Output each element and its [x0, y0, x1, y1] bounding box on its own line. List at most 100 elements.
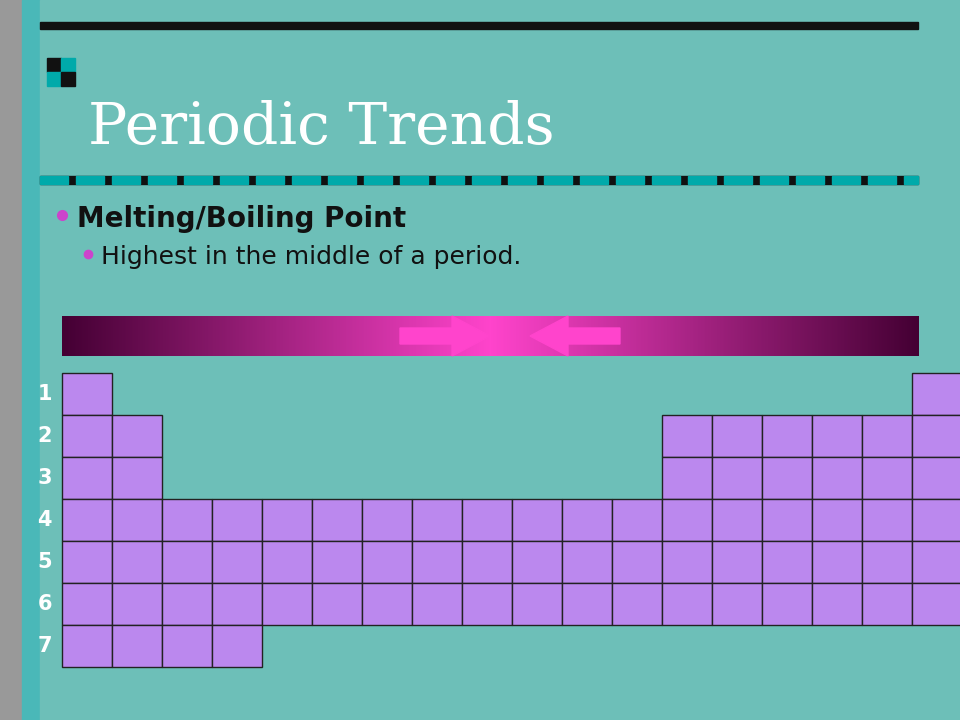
Bar	[95, 316, 97, 356]
Bar	[62, 457, 112, 499]
Bar	[562, 499, 612, 541]
Bar	[460, 316, 462, 356]
Bar	[368, 316, 370, 356]
Bar	[365, 316, 367, 356]
Bar	[298, 316, 300, 356]
Bar	[112, 176, 140, 184]
Bar	[730, 316, 732, 356]
Bar	[98, 316, 100, 356]
Bar	[202, 316, 204, 356]
Text: 1: 1	[37, 384, 52, 404]
Bar	[395, 316, 396, 356]
Bar	[700, 316, 702, 356]
Bar	[343, 316, 345, 356]
Bar	[853, 316, 855, 356]
Bar	[761, 316, 763, 356]
Bar	[701, 316, 703, 356]
Bar	[386, 316, 388, 356]
Bar	[812, 583, 862, 625]
Bar	[588, 316, 590, 356]
Bar	[912, 373, 960, 415]
Bar	[292, 176, 320, 184]
Bar	[472, 176, 500, 184]
Bar	[638, 316, 640, 356]
Bar	[762, 583, 812, 625]
Bar	[718, 316, 720, 356]
Bar	[809, 316, 811, 356]
Bar	[612, 499, 662, 541]
Bar	[134, 316, 136, 356]
Bar	[712, 316, 714, 356]
Bar	[492, 316, 494, 356]
Bar	[840, 316, 842, 356]
Bar	[366, 316, 368, 356]
Bar	[215, 316, 217, 356]
Bar	[303, 316, 305, 356]
Bar	[897, 316, 899, 356]
Bar	[252, 316, 253, 356]
Polygon shape	[530, 316, 620, 356]
Bar	[312, 316, 314, 356]
Bar	[363, 316, 365, 356]
Bar	[660, 316, 661, 356]
Bar	[517, 316, 519, 356]
Bar	[109, 316, 111, 356]
Bar	[396, 316, 397, 356]
Bar	[219, 316, 221, 356]
Bar	[175, 316, 177, 356]
Bar	[307, 316, 309, 356]
Bar	[162, 583, 212, 625]
Bar	[914, 316, 916, 356]
Bar	[824, 316, 826, 356]
Bar	[400, 316, 402, 356]
Bar	[770, 316, 772, 356]
Bar	[462, 316, 464, 356]
Bar	[287, 316, 289, 356]
Bar	[661, 316, 663, 356]
Bar	[218, 316, 220, 356]
Bar	[286, 316, 288, 356]
Bar	[820, 316, 822, 356]
Bar	[362, 499, 412, 541]
Bar	[732, 316, 733, 356]
Bar	[156, 316, 158, 356]
Bar	[754, 316, 756, 356]
Bar	[151, 316, 153, 356]
Bar	[116, 316, 118, 356]
Bar	[501, 316, 503, 356]
Bar	[331, 316, 333, 356]
Bar	[748, 316, 750, 356]
Bar	[84, 316, 85, 356]
Bar	[483, 316, 485, 356]
Bar	[497, 316, 499, 356]
Bar	[119, 316, 121, 356]
Bar	[228, 316, 229, 356]
Bar	[665, 316, 667, 356]
Bar	[234, 316, 236, 356]
Bar	[380, 316, 382, 356]
Bar	[373, 316, 375, 356]
Bar	[165, 316, 167, 356]
Bar	[404, 316, 406, 356]
Bar	[468, 316, 470, 356]
Bar	[71, 316, 73, 356]
Bar	[284, 316, 286, 356]
Bar	[481, 316, 484, 356]
Bar	[356, 316, 358, 356]
Bar	[107, 316, 108, 356]
Bar	[243, 316, 245, 356]
Bar	[105, 316, 107, 356]
Bar	[805, 316, 807, 356]
Bar	[738, 316, 740, 356]
Bar	[683, 316, 684, 356]
Bar	[811, 316, 813, 356]
Bar	[735, 316, 737, 356]
Bar	[644, 316, 646, 356]
Bar	[416, 316, 418, 356]
Bar	[316, 316, 318, 356]
Bar	[180, 316, 182, 356]
Bar	[492, 316, 493, 356]
Bar	[876, 316, 877, 356]
Bar	[900, 316, 902, 356]
Bar	[812, 457, 862, 499]
